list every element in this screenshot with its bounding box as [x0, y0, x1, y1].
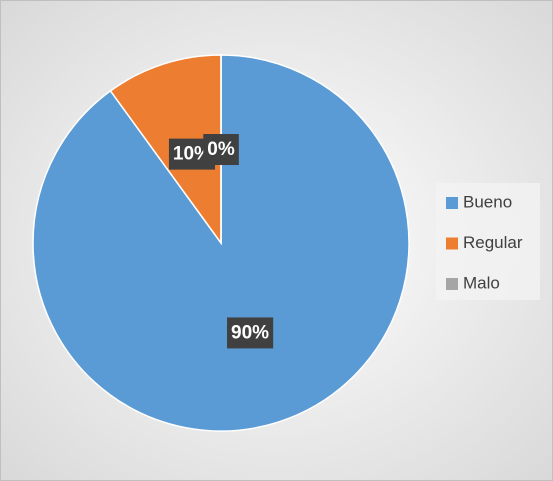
- legend-swatch: [446, 197, 458, 209]
- data-label-text: 10%: [173, 144, 211, 165]
- pie-slice: [109, 54, 222, 246]
- legend-items: Bueno Regular Malo: [446, 192, 523, 292]
- legend-swatch: [446, 237, 458, 250]
- data-label: 0%: [203, 134, 239, 166]
- legend-label: Regular: [463, 233, 523, 252]
- legend-swatch: [446, 278, 458, 290]
- data-label: 90%: [227, 317, 274, 349]
- data-label-text: 90%: [231, 322, 269, 343]
- pie: [32, 54, 410, 432]
- legend-label: Malo: [463, 273, 500, 292]
- data-labels: 90% 10%0%: [168, 134, 274, 349]
- data-label-box: [227, 317, 274, 349]
- legend-label: Bueno: [463, 192, 512, 211]
- data-label-text: 0%: [207, 139, 235, 160]
- data-label-box: [203, 134, 239, 166]
